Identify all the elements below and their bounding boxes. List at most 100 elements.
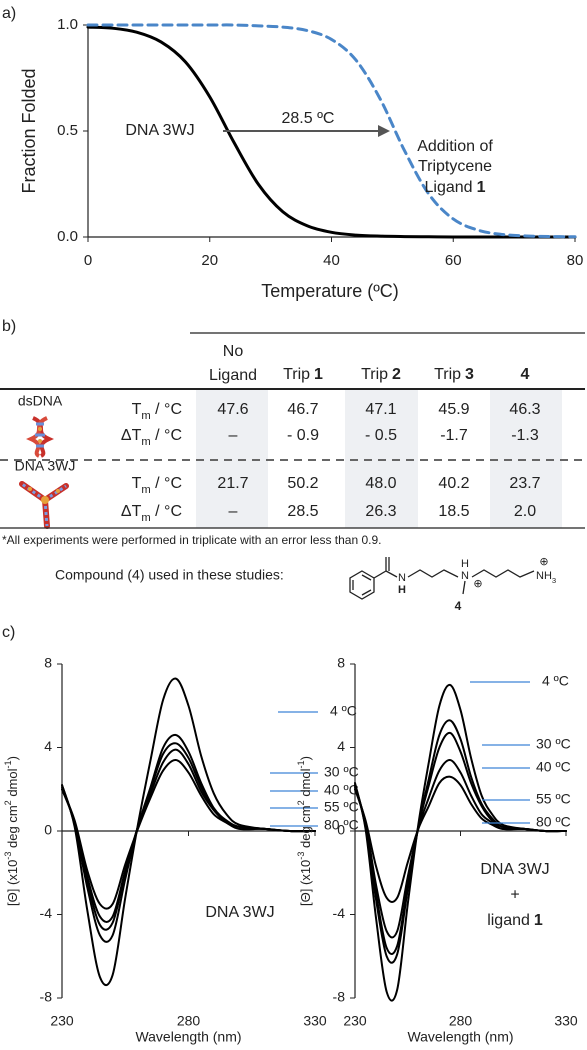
series-label: 80 ºC (324, 817, 359, 833)
data-line (61, 748, 316, 923)
x-axis-title: Temperature (ºC) (261, 281, 399, 301)
row-label-part: ΔT (121, 503, 142, 520)
row-label-part: m (141, 436, 150, 448)
column-header: Ligand (209, 367, 257, 384)
data-line (86, 25, 577, 239)
row-label-part: / °C (151, 427, 182, 444)
table-cell: 46.3 (509, 401, 540, 418)
table-cell: 28.5 (287, 503, 318, 520)
series-label: 80 ºC (536, 814, 571, 830)
y-axis-title: [Θ] (x10-3 deg cm2 dmol-1) (296, 756, 313, 906)
annotation: DNA 3WJ (125, 122, 194, 139)
row-label: ΔTm / °C (121, 503, 182, 524)
structure (349, 557, 535, 600)
column-header: Trip 2 (361, 366, 401, 383)
column-header-part: 3 (465, 366, 474, 383)
y-tick-label: 0.5 (57, 122, 78, 139)
x-tick-label: 330 (303, 1013, 327, 1029)
series-label: 55 ºC (536, 791, 571, 807)
table-cell: 47.1 (365, 401, 396, 418)
row-label: ΔTm / °C (121, 427, 182, 448)
table-cell: - 0.9 (287, 427, 319, 444)
data-line (354, 775, 567, 903)
atom-label: N (398, 572, 406, 584)
series-label: 40 ºC (536, 759, 571, 775)
table-cell: 50.2 (287, 475, 318, 492)
y-axis-title-part: -3 (3, 852, 13, 860)
table-cell: 47.6 (217, 401, 248, 418)
y-axis-title-part: deg cm (298, 805, 313, 851)
series-label: 30 ºC (324, 764, 359, 780)
y-axis-title-part: dmol (298, 768, 313, 800)
column-header-part: 1 (314, 366, 323, 383)
series-label: 40 ºC (324, 782, 359, 798)
series-label: 4 ºC (330, 703, 357, 719)
column-header: No (223, 343, 244, 360)
column-header: 4 (521, 366, 530, 383)
y-axis-title-part: -1 (296, 760, 306, 768)
table-cell: – (229, 427, 238, 444)
x-tick-label: 20 (201, 252, 218, 269)
annotation-part: 1 (477, 179, 486, 196)
table-cell: -1.3 (511, 427, 539, 444)
y-axis-title-part: -3 (296, 852, 306, 860)
x-tick-label: 330 (554, 1013, 578, 1029)
annotation: 28.5 ºC (282, 110, 335, 127)
y-tick-label: 0.0 (57, 228, 78, 245)
atom-label: H (461, 558, 469, 570)
column-header-part: Trip (361, 366, 388, 383)
column-header-part: Trip (283, 366, 310, 383)
y-tick-label: 8 (44, 655, 52, 671)
y-tick-label: -8 (333, 989, 346, 1005)
y-axis-title-part: -1 (3, 760, 13, 768)
table-cell: 45.9 (438, 401, 469, 418)
footnote: *All experiments were performed in tripl… (2, 533, 382, 547)
y-tick-label: 1.0 (57, 16, 78, 33)
table-cell: 40.2 (438, 475, 469, 492)
series-label: 4 ºC (542, 673, 569, 689)
x-tick-label: 40 (323, 252, 340, 269)
row-label-part: / °C (151, 475, 182, 492)
inset-label: DNA 3WJ (205, 904, 274, 921)
panel-label: a) (2, 5, 16, 22)
inset-label: + (510, 887, 519, 904)
y-axis-title-part: dmol (5, 768, 20, 800)
data-line (354, 683, 567, 1002)
inset-label: DNA 3WJ (480, 861, 549, 878)
y-tick-label: 4 (337, 738, 345, 754)
y-axis-title-part: 2 (296, 800, 306, 805)
atom-label: N (461, 570, 469, 582)
row-group: DNA 3WJ (15, 458, 76, 474)
row-label-part: m (141, 512, 150, 524)
row-label-part: m (141, 410, 150, 422)
y-axis-title-part: [Θ] (x10 (5, 860, 20, 906)
panel-label: c) (2, 624, 15, 641)
annotation: Addition of (417, 138, 493, 155)
annotation-part: Ligand (425, 179, 473, 196)
table-cell: - 0.5 (365, 427, 397, 444)
inset-label-part: ligand (487, 912, 530, 929)
x-tick-label: 280 (449, 1013, 473, 1029)
x-tick-label: 230 (50, 1013, 74, 1029)
row-label-part: m (141, 484, 150, 496)
table-cell: 21.7 (217, 475, 248, 492)
dsdna-icon (26, 416, 54, 458)
series-label: 30 ºC (536, 736, 571, 752)
charge: ⊕ (539, 556, 548, 568)
annotation: Triptycene (418, 158, 492, 175)
x-tick-label: 280 (177, 1013, 201, 1029)
y-tick-label: -8 (40, 989, 53, 1005)
y-tick-label: -4 (40, 905, 53, 921)
row-label: Tm / °C (132, 475, 182, 496)
compound-number: 4 (455, 599, 462, 613)
table-cell: 18.5 (438, 503, 469, 520)
y-axis-title-part: [Θ] (x10 (298, 860, 313, 906)
table-cell: 2.0 (514, 503, 536, 520)
y-axis-title-part: ) (5, 756, 20, 760)
x-axis-title: Wavelength (nm) (407, 1029, 513, 1045)
x-tick-label: 80 (567, 252, 584, 269)
row-label-part: T (132, 401, 142, 418)
x-tick-label: 230 (343, 1013, 367, 1029)
shift-arrowhead (378, 125, 390, 137)
